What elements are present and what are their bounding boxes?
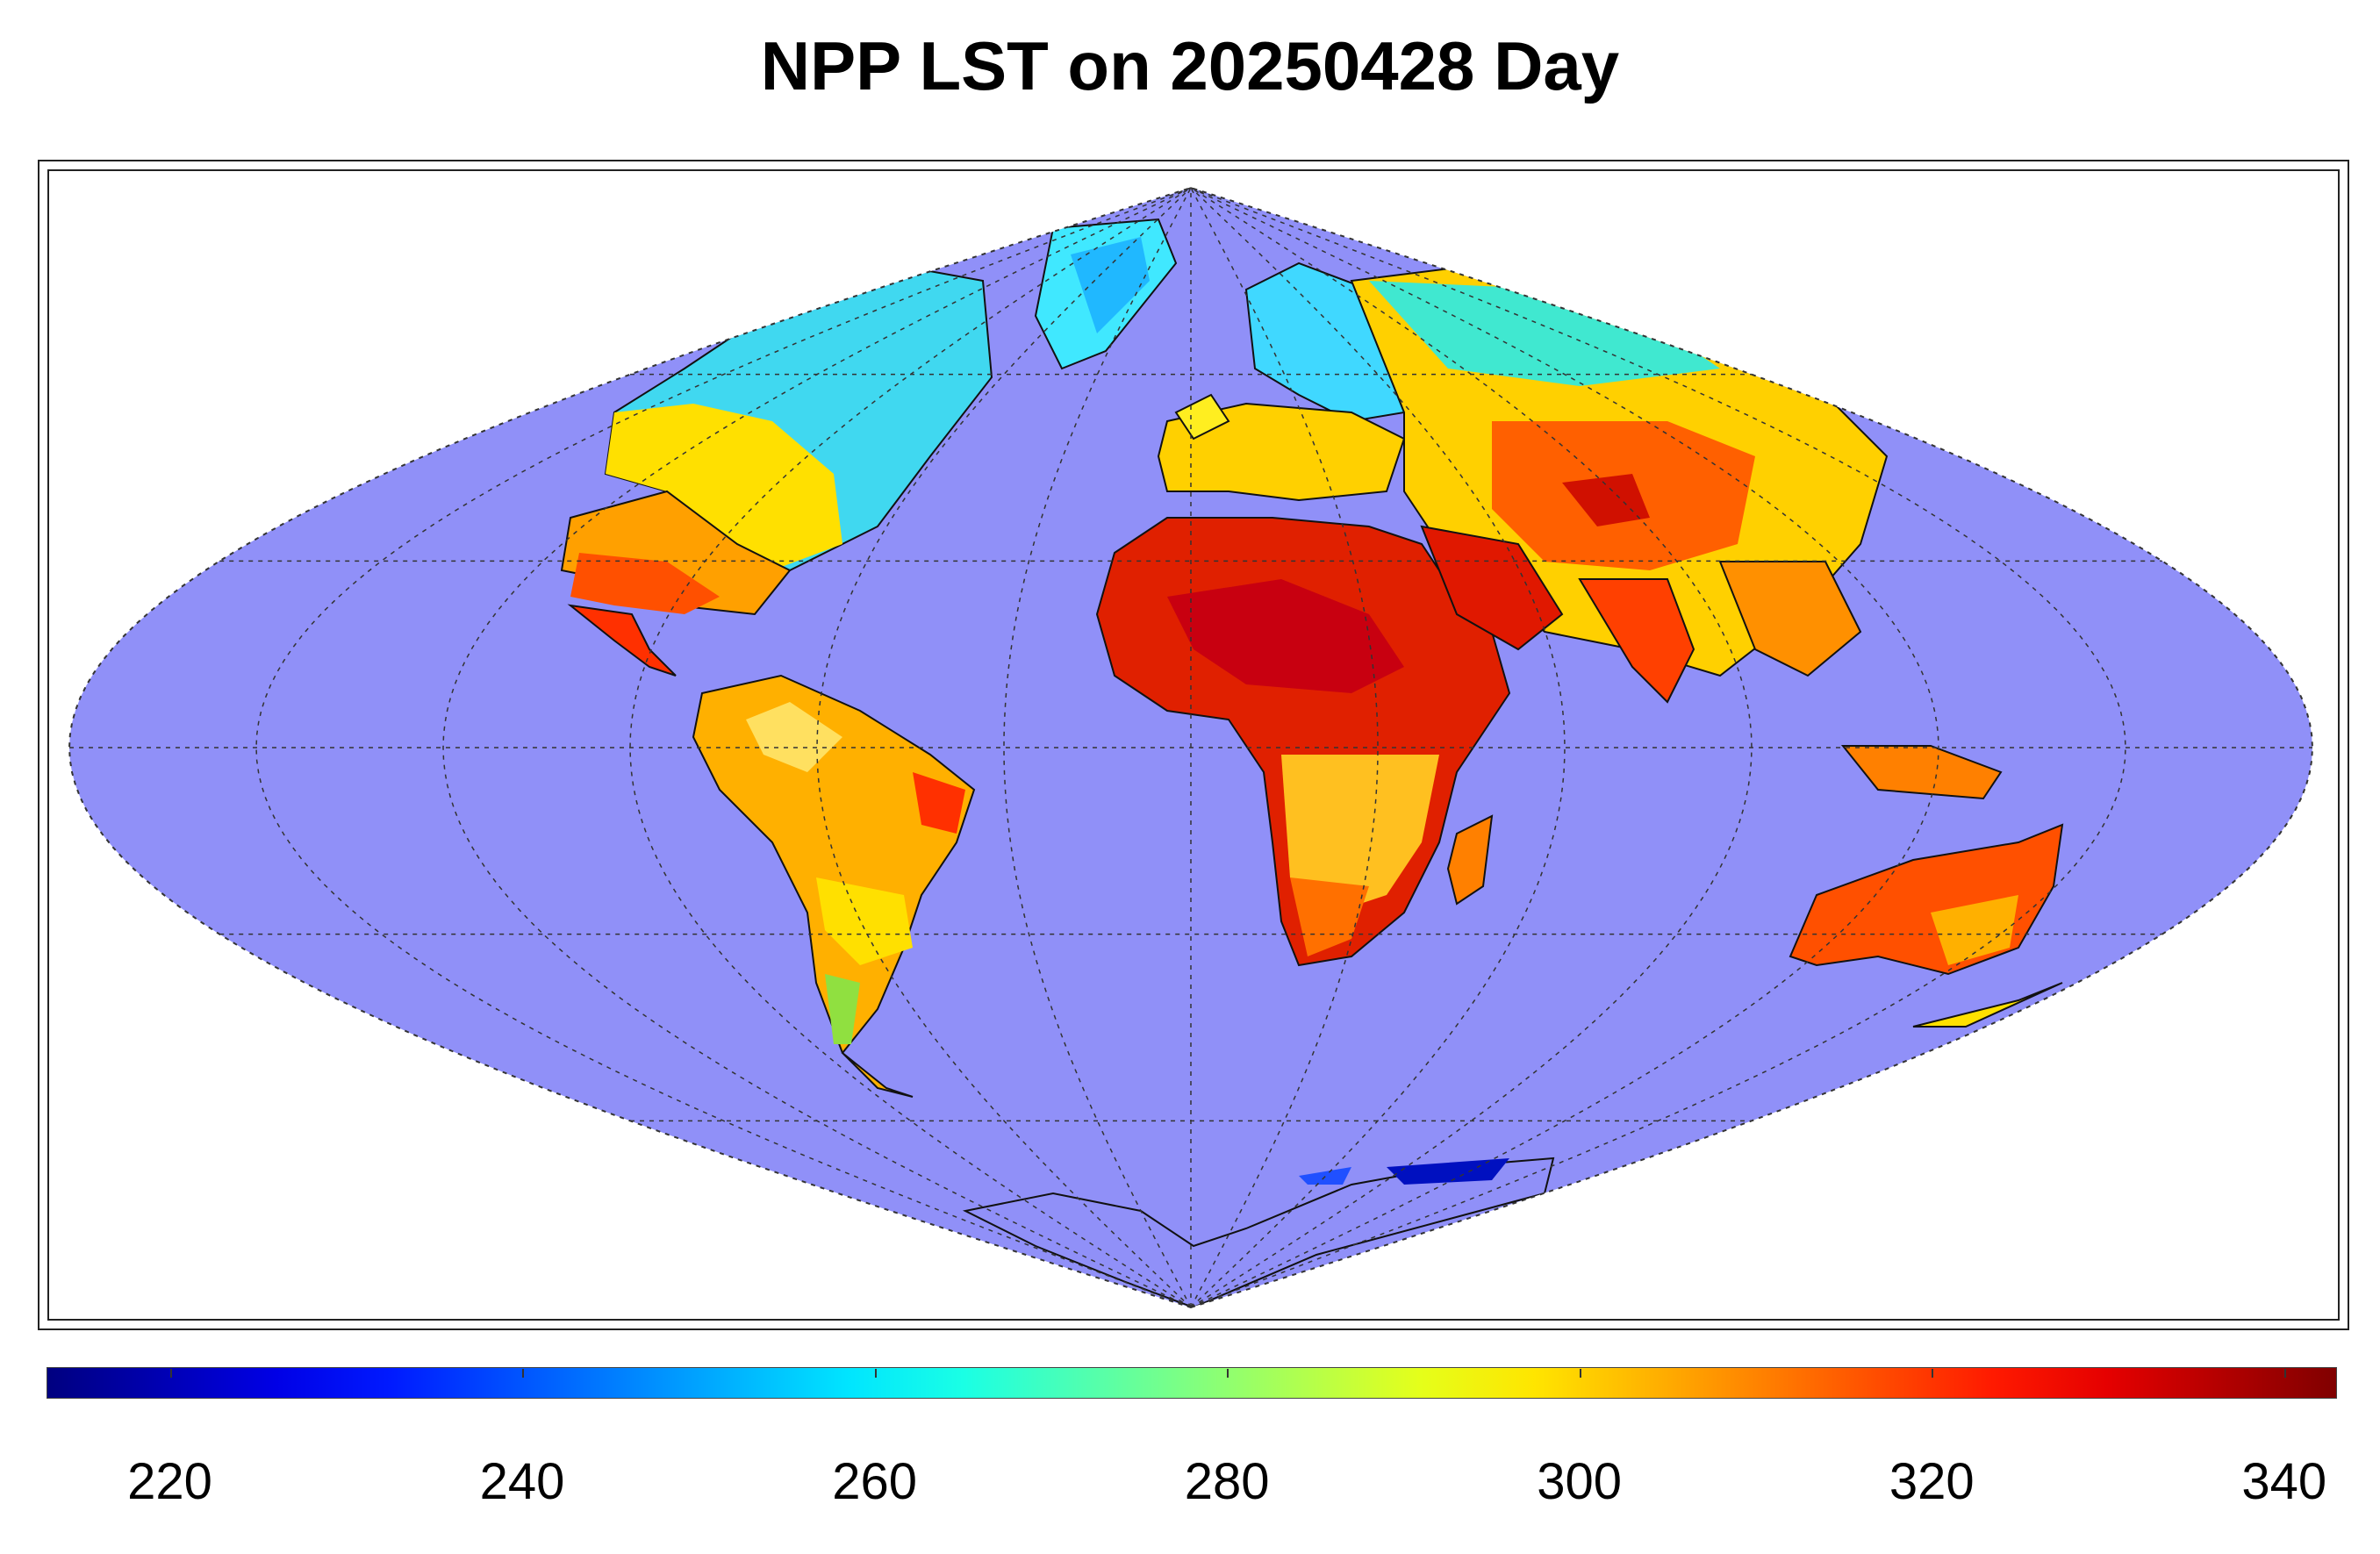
meridian-line xyxy=(255,187,1192,1308)
colorbar-tick-mark xyxy=(1227,1369,1229,1378)
globe-outline xyxy=(68,186,2314,1309)
colorbar-tick-mark xyxy=(522,1369,525,1378)
meridian-line xyxy=(1190,187,1566,1308)
colorbar-tick-mark xyxy=(874,1369,877,1378)
land-south-america xyxy=(692,674,976,1098)
map-title: NPP LST on 20250428 Day xyxy=(760,27,1620,104)
colorbar-tick-label: 240 xyxy=(479,1453,565,1510)
colorbar-tick-label: 300 xyxy=(1537,1453,1623,1510)
land-north-america xyxy=(560,218,1178,677)
colorbar-tick-mark xyxy=(2283,1369,2286,1378)
colorbar-tick-label: 320 xyxy=(1889,1453,1975,1510)
colorbar-tick-label: 340 xyxy=(2241,1453,2327,1510)
land-africa xyxy=(1095,517,1511,967)
meridian-line xyxy=(1190,187,1939,1308)
colorbar xyxy=(47,1367,2337,1399)
meridian-line xyxy=(1190,187,2126,1308)
graticule-grid xyxy=(69,187,2312,1308)
meridian-line xyxy=(1190,187,1753,1308)
colorbar-tick-mark xyxy=(1579,1369,1581,1378)
colorbar-tick-mark xyxy=(1932,1369,1934,1378)
land-australia xyxy=(1789,823,2064,1028)
map-frame xyxy=(38,160,2349,1330)
meridian-line xyxy=(442,187,1192,1308)
colorbar-tick-label: 260 xyxy=(832,1453,917,1510)
colorbar-tick-mark xyxy=(169,1369,172,1378)
colorbar-tick-label: 280 xyxy=(1184,1453,1270,1510)
map-frame-inner xyxy=(47,169,2340,1321)
meridian-line xyxy=(816,187,1192,1308)
meridian-line xyxy=(629,187,1192,1308)
colorbar-tick-label: 220 xyxy=(127,1453,212,1510)
